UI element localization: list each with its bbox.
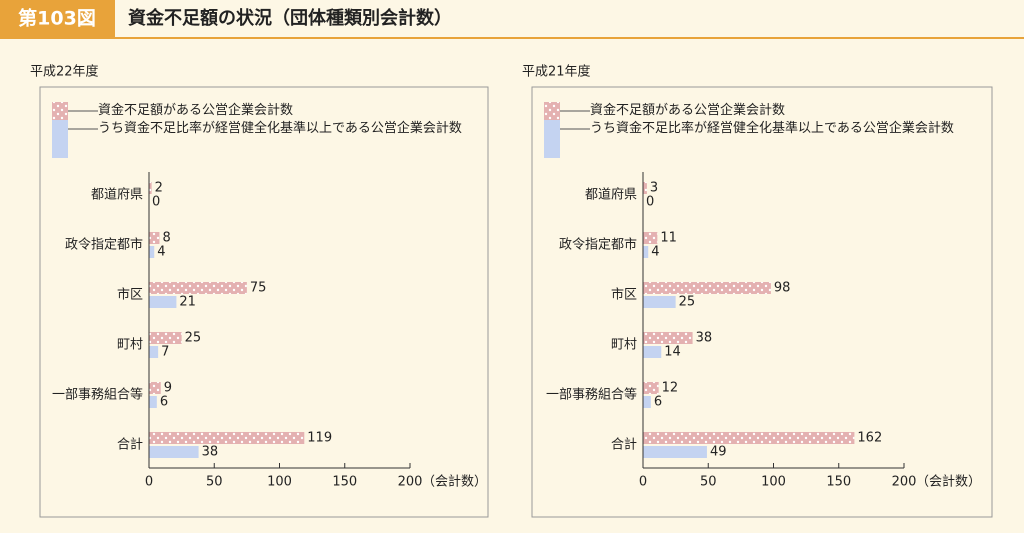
value-label: 8 (162, 231, 170, 246)
bar (643, 396, 651, 408)
bar-texture (643, 432, 855, 444)
bar-texture (643, 182, 647, 194)
x-axis-label: （会計数） (916, 474, 981, 490)
bar-texture (149, 232, 160, 244)
value-label: 119 (307, 431, 332, 446)
x-tick-label: 100 (761, 475, 786, 490)
x-tick-label: 150 (826, 475, 851, 490)
category-label: 合計 (611, 437, 637, 453)
x-tick-label: 0 (145, 475, 153, 490)
value-label: 14 (664, 345, 681, 360)
value-label: 11 (660, 231, 677, 246)
bar-texture (149, 332, 182, 344)
bar-texture (149, 432, 305, 444)
x-tick-label: 200 (398, 475, 423, 490)
value-label: 162 (857, 431, 882, 446)
x-axis-label: （会計数） (422, 474, 487, 490)
bar (149, 246, 155, 258)
legend-label: 資金不足額がある公営企業会計数 (590, 103, 786, 118)
value-label: 0 (152, 195, 160, 210)
panel (39, 86, 489, 518)
x-tick-label: 200 (892, 475, 917, 490)
legend-label: 資金不足額がある公営企業会計数 (98, 103, 294, 118)
category-label: 都道府県 (585, 188, 637, 203)
bar-texture (643, 282, 771, 294)
x-tick-label: 150 (332, 475, 357, 490)
x-tick-label: 100 (267, 475, 292, 490)
value-label: 38 (696, 331, 713, 346)
value-label: 38 (202, 445, 219, 460)
value-label: 3 (650, 181, 658, 196)
value-label: 49 (710, 445, 727, 460)
category-label: 町村 (611, 338, 637, 353)
bar (643, 346, 662, 358)
bar (149, 346, 159, 358)
bar (149, 296, 177, 308)
bar-texture (149, 182, 152, 194)
header-bg (0, 0, 1024, 38)
bar-texture (643, 232, 658, 244)
value-label: 25 (185, 331, 202, 346)
legend-swatch (52, 120, 68, 158)
value-label: 7 (161, 345, 169, 360)
legend-label: うち資金不足比率が経営健全化基準以上である公営企業会計数 (590, 121, 954, 136)
category-label: 政令指定都市 (559, 237, 637, 253)
value-label: 75 (250, 281, 267, 296)
panel (531, 86, 993, 518)
bar-texture (643, 332, 693, 344)
x-tick-label: 50 (206, 475, 223, 490)
category-label: 一部事務組合等 (546, 387, 637, 403)
value-label: 21 (179, 295, 196, 310)
category-label: 政令指定都市 (65, 237, 143, 253)
category-label: 合計 (117, 437, 143, 453)
category-label: 市区 (117, 287, 143, 303)
category-label: 一部事務組合等 (52, 387, 143, 403)
category-label: 町村 (117, 338, 143, 353)
bar (643, 296, 676, 308)
figure-label: 第103図 (18, 7, 96, 30)
value-label: 4 (157, 245, 165, 260)
category-label: 都道府県 (91, 188, 143, 203)
legend-label: うち資金不足比率が経営健全化基準以上である公営企業会計数 (98, 121, 462, 136)
value-label: 12 (662, 381, 679, 396)
value-label: 9 (164, 381, 172, 396)
value-label: 0 (646, 195, 654, 210)
bar-texture (149, 382, 161, 394)
bar (643, 246, 649, 258)
category-label: 市区 (611, 287, 637, 303)
value-label: 98 (774, 281, 791, 296)
bar (643, 446, 707, 458)
bar-texture (149, 282, 247, 294)
subtitle: 平成22年度 (30, 64, 99, 80)
subtitle: 平成21年度 (522, 64, 591, 80)
x-tick-label: 50 (700, 475, 717, 490)
x-tick-label: 0 (639, 475, 647, 490)
bar (149, 446, 199, 458)
title: 資金不足額の状況（団体種類別会計数） (128, 7, 452, 29)
value-label: 4 (651, 245, 659, 260)
bar-texture (643, 382, 659, 394)
value-label: 25 (679, 295, 696, 310)
value-label: 6 (160, 395, 168, 410)
legend-swatch (544, 120, 560, 158)
value-label: 6 (654, 395, 662, 410)
value-label: 2 (155, 181, 163, 196)
bar (149, 396, 157, 408)
figure-label-bg (0, 0, 115, 38)
